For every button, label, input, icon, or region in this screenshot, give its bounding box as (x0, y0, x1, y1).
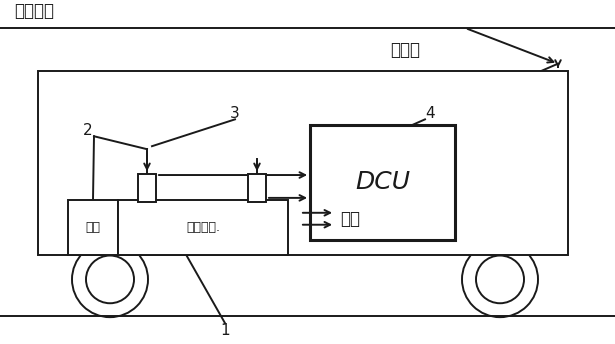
Circle shape (476, 256, 524, 303)
Text: 4: 4 (425, 106, 435, 121)
Text: 1: 1 (220, 323, 230, 337)
Text: 风机: 风机 (85, 221, 100, 234)
Text: 3: 3 (230, 106, 240, 121)
Text: 制动元件.: 制动元件. (186, 221, 220, 234)
Bar (248, 174, 266, 202)
Text: 热能: 热能 (340, 210, 360, 228)
Circle shape (86, 256, 134, 303)
Text: DCU: DCU (355, 171, 410, 194)
Bar (68, 200, 118, 255)
Circle shape (462, 241, 538, 317)
Bar (138, 174, 156, 202)
Bar (310, 125, 455, 240)
Text: 直流母线: 直流母线 (14, 2, 54, 20)
Text: 2: 2 (83, 123, 93, 138)
Bar (38, 71, 568, 255)
Bar (118, 200, 288, 255)
Circle shape (72, 241, 148, 317)
Text: 受电弓: 受电弓 (390, 41, 420, 59)
